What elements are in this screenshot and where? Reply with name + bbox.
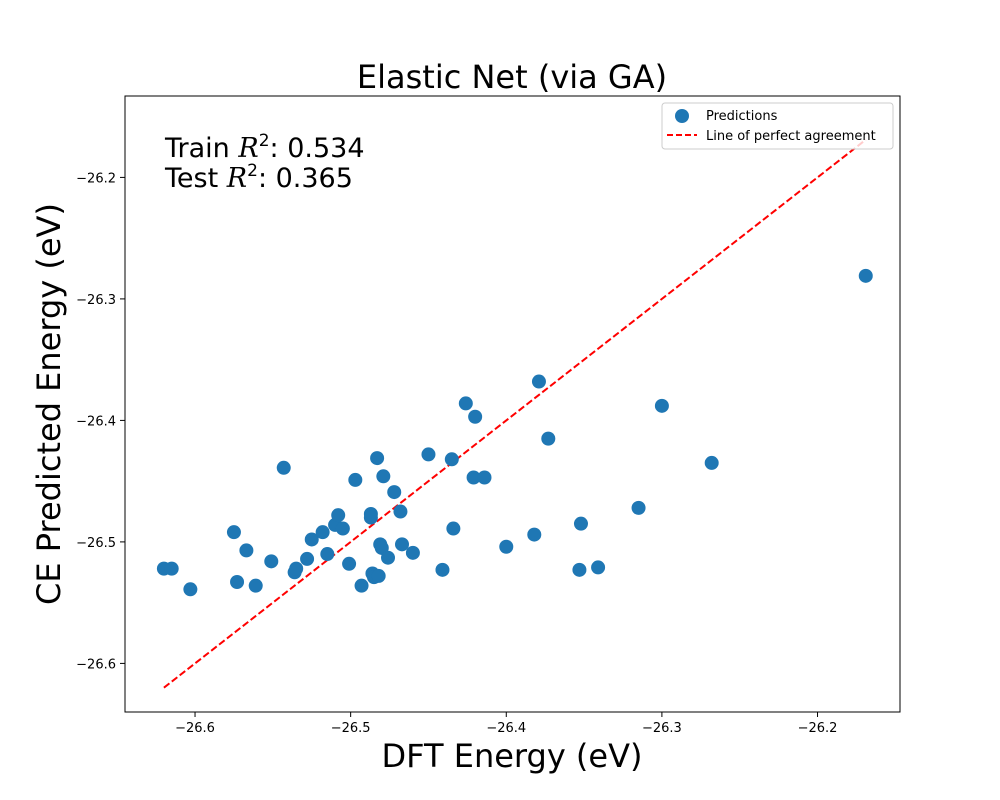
prediction-points-layer: [156, 268, 873, 597]
prediction-point: [300, 551, 315, 566]
y-tick-label: −26.4: [76, 414, 116, 429]
train-r2-value: : 0.534: [270, 133, 365, 164]
axes-frame: [124, 95, 901, 713]
x-tick-label: −26.6: [175, 721, 215, 736]
x-axis-ticks: −26.6 −26.5 −26.4 −26.3 −26.2: [175, 712, 837, 736]
test-r-sup: 2: [247, 161, 258, 181]
prediction-point: [381, 550, 396, 565]
prediction-point: [468, 409, 483, 424]
prediction-point: [499, 539, 514, 554]
prediction-point: [370, 451, 385, 466]
y-axis-label: CE Predicted Energy (eV): [30, 203, 68, 605]
prediction-point: [239, 543, 254, 558]
prediction-point: [654, 398, 669, 413]
prediction-point: [393, 504, 408, 519]
prediction-point: [276, 460, 291, 475]
prediction-point: [315, 525, 330, 540]
x-tick-label: −26.3: [642, 721, 682, 736]
prediction-point: [363, 510, 378, 525]
y-axis-ticks: −26.6 −26.5 −26.4 −26.3 −26.2: [76, 171, 125, 672]
test-r2-annotation: Test R2: 0.365: [164, 161, 353, 194]
legend-marker-predictions: [675, 109, 689, 123]
train-r-sup: 2: [259, 131, 270, 151]
prediction-point: [289, 561, 304, 576]
train-prefix: Train: [164, 133, 238, 164]
legend-box: [661, 102, 894, 150]
prediction-point: [466, 470, 481, 485]
prediction-point: [354, 578, 369, 593]
prediction-point: [591, 560, 606, 575]
prediction-point: [444, 452, 459, 467]
y-tick-label: −26.2: [76, 171, 116, 186]
x-tick-label: −26.2: [798, 721, 838, 736]
perfect-agreement-line: [163, 138, 867, 689]
legend-label-agreement-line: Line of perfect agreement: [706, 129, 876, 144]
prediction-point: [527, 527, 542, 542]
x-axis-label: DFT Energy (eV): [382, 737, 643, 775]
prediction-point: [858, 268, 873, 283]
train-r2-annotation: Train R2: 0.534: [164, 131, 365, 164]
prediction-point: [264, 554, 279, 569]
x-tick-label: −26.5: [331, 721, 371, 736]
prediction-point: [304, 532, 319, 547]
prediction-point: [335, 521, 350, 536]
prediction-point: [387, 485, 402, 500]
prediction-point: [183, 582, 198, 597]
prediction-point: [395, 537, 410, 552]
prediction-point: [421, 447, 436, 462]
prediction-point: [230, 574, 245, 589]
y-tick-label: −26.5: [76, 536, 116, 551]
prediction-point: [446, 521, 461, 536]
y-tick-label: −26.6: [76, 657, 116, 672]
prediction-point: [164, 561, 179, 576]
prediction-point: [541, 431, 556, 446]
prediction-point: [477, 470, 492, 485]
prediction-point: [531, 374, 546, 389]
prediction-point: [435, 562, 450, 577]
legend: Predictions Line of perfect agreement: [661, 102, 894, 150]
train-r-symbol: R: [237, 133, 258, 164]
test-prefix: Test: [164, 163, 227, 194]
chart-title: Elastic Net (via GA): [357, 58, 667, 96]
prediction-point: [320, 547, 335, 562]
prediction-point: [704, 455, 719, 470]
prediction-point: [371, 568, 386, 583]
prediction-point: [342, 556, 357, 571]
x-tick-label: −26.4: [486, 721, 526, 736]
y-tick-label: −26.3: [76, 293, 116, 308]
prediction-point: [572, 562, 587, 577]
prediction-point: [458, 396, 473, 411]
perfect-agreement-line-layer: [163, 138, 867, 689]
prediction-point: [248, 578, 263, 593]
prediction-point: [405, 545, 420, 560]
test-r2-value: : 0.365: [258, 163, 353, 194]
prediction-point: [331, 508, 346, 523]
test-r-symbol: R: [226, 163, 247, 194]
legend-label-predictions: Predictions: [706, 109, 778, 124]
prediction-point: [226, 525, 241, 540]
prediction-point: [348, 472, 363, 487]
prediction-point: [573, 516, 588, 531]
prediction-point: [376, 469, 391, 484]
prediction-point: [631, 500, 646, 515]
